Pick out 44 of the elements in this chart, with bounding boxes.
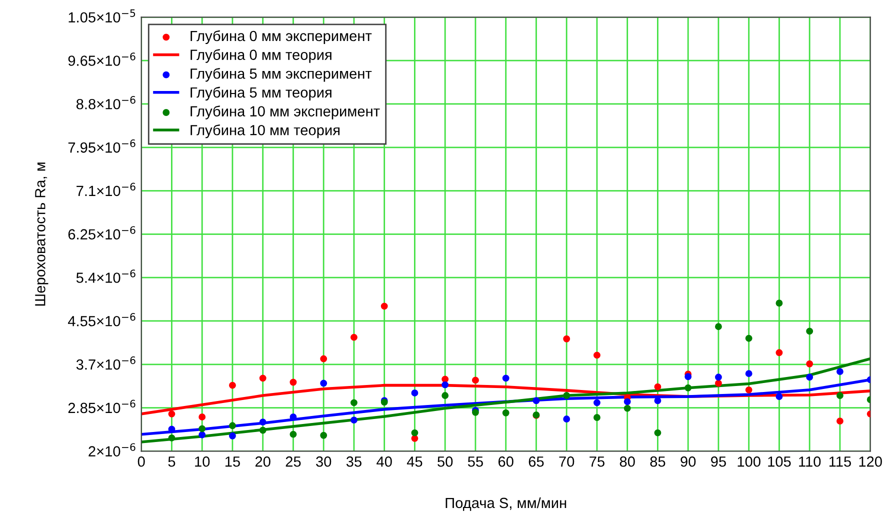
y-tick-label: 1.05×10$^{−5}$ bbox=[68, 9, 136, 23]
x-tick-label: 110 bbox=[799, 456, 821, 467]
legend-label: Глубина 10 мм теория bbox=[190, 124, 340, 138]
y-axis-title: Шероховатость Ra, м bbox=[35, 162, 48, 306]
legend-label: Глубина 0 мм теория bbox=[190, 49, 332, 63]
x-tick-label: 70 bbox=[559, 456, 574, 467]
y-tick-label: 2×10$^{−6}$ bbox=[88, 443, 136, 456]
x-tick-label: 75 bbox=[590, 456, 604, 467]
x-tick-label: 105 bbox=[768, 456, 791, 467]
legend-label: Глубина 5 мм эксперимент bbox=[190, 68, 372, 82]
y-tick-label: 7.1×10$^{−6}$ bbox=[76, 182, 136, 196]
x-tick-label: 95 bbox=[711, 456, 726, 467]
y-tick-label: 5.4×10$^{−6}$ bbox=[76, 270, 136, 283]
x-tick-label: 100 bbox=[738, 456, 760, 467]
y-tick-label: 7.95×10$^{−6}$ bbox=[68, 139, 136, 153]
y-tick-label: 8.8×10$^{−6}$ bbox=[76, 96, 136, 110]
y-tick-label: 9.65×10$^{−6}$ bbox=[68, 52, 136, 66]
x-tick-label: 40 bbox=[376, 456, 392, 467]
y-tick-label: 2.85×10$^{−6}$ bbox=[68, 400, 136, 414]
legend-label: Глубина 5 мм теория bbox=[190, 86, 332, 101]
legend-label: Глубина 10 мм эксперимент bbox=[190, 106, 380, 120]
x-tick-label: 0 bbox=[138, 456, 145, 467]
x-tick-label: 85 bbox=[650, 456, 666, 467]
x-tick-label: 20 bbox=[255, 456, 270, 467]
x-tick-label: 45 bbox=[406, 456, 422, 467]
x-tick-label: 15 bbox=[225, 456, 240, 467]
x-tick-label: 115 bbox=[829, 456, 851, 467]
x-tick-label: 5 bbox=[168, 456, 176, 467]
x-tick-label: 50 bbox=[438, 456, 453, 467]
y-tick-label: 4.55×10$^{−6}$ bbox=[68, 313, 136, 326]
x-tick-label: 30 bbox=[316, 456, 332, 467]
legend-label: Глубина 0 мм эксперимент bbox=[190, 30, 372, 44]
x-tick-label: 65 bbox=[528, 456, 544, 467]
x-tick-label: 90 bbox=[680, 456, 696, 467]
x-tick-label: 120 bbox=[859, 456, 882, 467]
x-axis-title: Подача S, мм/мин bbox=[446, 497, 566, 511]
y-tick-label: 3.7×10$^{−6}$ bbox=[76, 356, 136, 370]
x-tick-label: 25 bbox=[286, 456, 301, 467]
x-tick-label: 60 bbox=[498, 456, 514, 467]
y-tick-label: 6.25×10$^{−6}$ bbox=[68, 226, 136, 240]
x-tick-label: 55 bbox=[468, 456, 483, 467]
x-tick-label: 80 bbox=[620, 456, 635, 467]
x-tick-label: 35 bbox=[346, 456, 362, 467]
x-tick-label: 10 bbox=[195, 456, 210, 467]
